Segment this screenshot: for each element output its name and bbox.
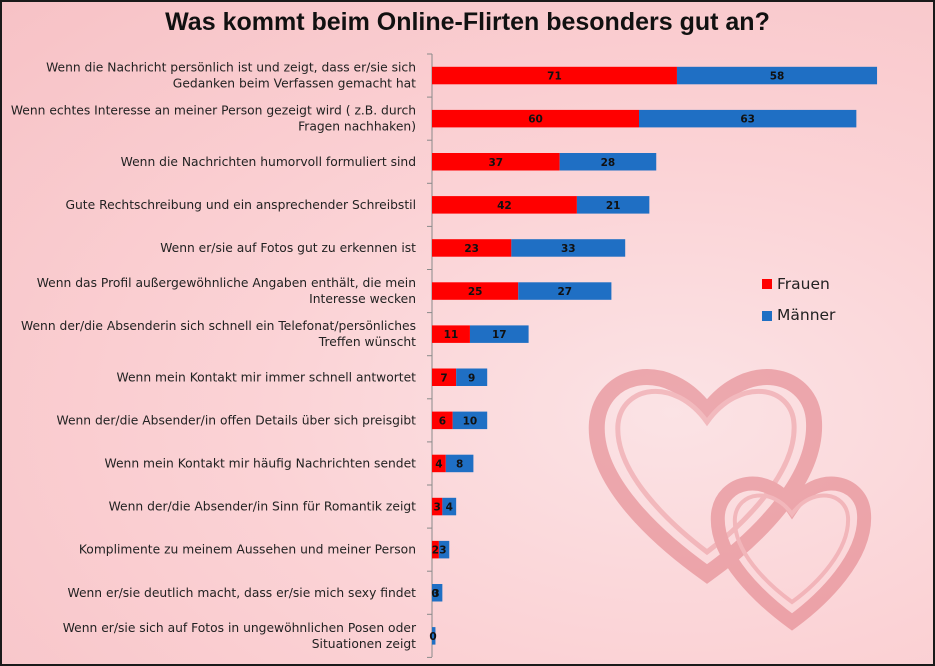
value-label-maenner: 10 xyxy=(463,415,478,427)
legend: Frauen Männer xyxy=(762,275,836,324)
legend-label-maenner: Männer xyxy=(777,306,836,324)
value-label-maenner: 3 xyxy=(432,588,439,600)
bar-frauen xyxy=(432,109,639,128)
category-label: Wenn der/die Absenderin sich schnell ein… xyxy=(21,319,416,349)
bar-frauen xyxy=(432,368,457,386)
bar-frauen xyxy=(432,497,443,516)
bar-frauen xyxy=(432,540,439,559)
bar-maenner xyxy=(432,584,443,602)
bar-maenner xyxy=(559,153,657,171)
bar-maenner xyxy=(518,282,612,300)
category-label: Wenn der/die Absender/in Sinn für Romant… xyxy=(109,500,417,514)
value-label-maenner: 63 xyxy=(740,114,755,126)
value-label-maenner: 33 xyxy=(561,243,576,255)
bar-maenner xyxy=(676,66,878,85)
value-label-maenner: 21 xyxy=(606,200,621,212)
value-label-maenner: 28 xyxy=(601,157,616,169)
heart-large-inner xyxy=(615,388,797,556)
bar-frauen xyxy=(432,239,512,257)
value-label-frauen: 23 xyxy=(464,243,479,255)
value-label-maenner: 8 xyxy=(456,458,463,470)
bar-maenner xyxy=(456,368,488,386)
category-label: Wenn er/sie deutlich macht, dass er/sie … xyxy=(68,586,417,600)
bar-frauen xyxy=(432,196,577,214)
heart-small xyxy=(710,476,872,631)
category-label: Wenn die Nachricht persönlich ist und ze… xyxy=(46,61,416,91)
y-axis-ticks xyxy=(427,53,432,658)
bar-frauen xyxy=(432,454,446,473)
value-label-maenner: 58 xyxy=(770,71,785,83)
category-label: Wenn die Nachrichten humorvoll formulier… xyxy=(121,155,416,169)
value-label-frauen: 71 xyxy=(547,71,562,83)
value-label-frauen: 42 xyxy=(497,200,512,212)
category-label: Wenn mein Kontakt mir immer schnell antw… xyxy=(117,370,417,384)
value-label-maenner: 27 xyxy=(558,286,573,298)
bar-maenner xyxy=(445,454,474,473)
bar-maenner xyxy=(438,540,450,559)
legend-label-frauen: Frauen xyxy=(777,275,830,293)
category-label: Wenn echtes Interesse an meiner Person g… xyxy=(11,104,416,134)
category-label: Wenn der/die Absender/in offen Details ü… xyxy=(57,413,417,427)
bar-maenner xyxy=(576,196,650,214)
value-label-maenner: 0 xyxy=(429,631,436,643)
bar-maenner xyxy=(442,497,457,516)
bar-maenner xyxy=(452,411,488,430)
bar-frauen xyxy=(432,66,677,85)
category-label: Gute Rechtschreibung und ein ansprechend… xyxy=(65,198,416,212)
bar-frauen xyxy=(432,282,519,300)
legend-swatch-maenner xyxy=(762,311,772,321)
legend-swatch-frauen xyxy=(762,279,772,289)
category-label: Wenn das Profil außergewöhnliche Angaben… xyxy=(37,276,416,306)
value-label-frauen: 25 xyxy=(468,286,483,298)
value-label-frauen: 7 xyxy=(440,372,447,384)
bar-maenner xyxy=(639,109,857,128)
bar-frauen xyxy=(432,411,453,430)
category-label: Wenn er/sie auf Fotos gut zu erkennen is… xyxy=(160,241,416,255)
value-label-frauen: 0 xyxy=(431,588,438,600)
hearts-decoration xyxy=(588,369,872,631)
value-label-frauen: 3 xyxy=(434,502,441,514)
category-label: Komplimente zu meinem Aussehen und meine… xyxy=(79,543,416,557)
bar-maenner xyxy=(469,325,529,343)
value-label-maenner: 9 xyxy=(468,372,475,384)
value-label-frauen: 11 xyxy=(444,329,459,341)
bar-frauen xyxy=(432,153,560,171)
value-label-maenner: 4 xyxy=(446,502,453,514)
heart-small-inner xyxy=(732,493,851,605)
heart-large xyxy=(588,369,823,584)
chart-title: Was kommt beim Online-Flirten besonders … xyxy=(165,8,770,36)
value-label-frauen: 2 xyxy=(432,545,439,557)
bar-maenner xyxy=(432,627,436,645)
value-label-frauen: 4 xyxy=(435,458,442,470)
category-label: Wenn er/sie sich auf Fotos in ungewöhnli… xyxy=(63,621,417,651)
value-label-frauen: 6 xyxy=(439,415,446,427)
value-label-frauen: 37 xyxy=(489,157,504,169)
value-label-frauen: 60 xyxy=(528,114,543,126)
bar-frauen xyxy=(432,325,470,343)
value-label-maenner: 3 xyxy=(439,545,446,557)
bar-maenner xyxy=(511,239,626,257)
value-label-maenner: 17 xyxy=(492,329,507,341)
category-labels: Wenn die Nachricht persönlich ist und ze… xyxy=(11,61,417,651)
category-label: Wenn mein Kontakt mir häufig Nachrichten… xyxy=(105,456,417,470)
